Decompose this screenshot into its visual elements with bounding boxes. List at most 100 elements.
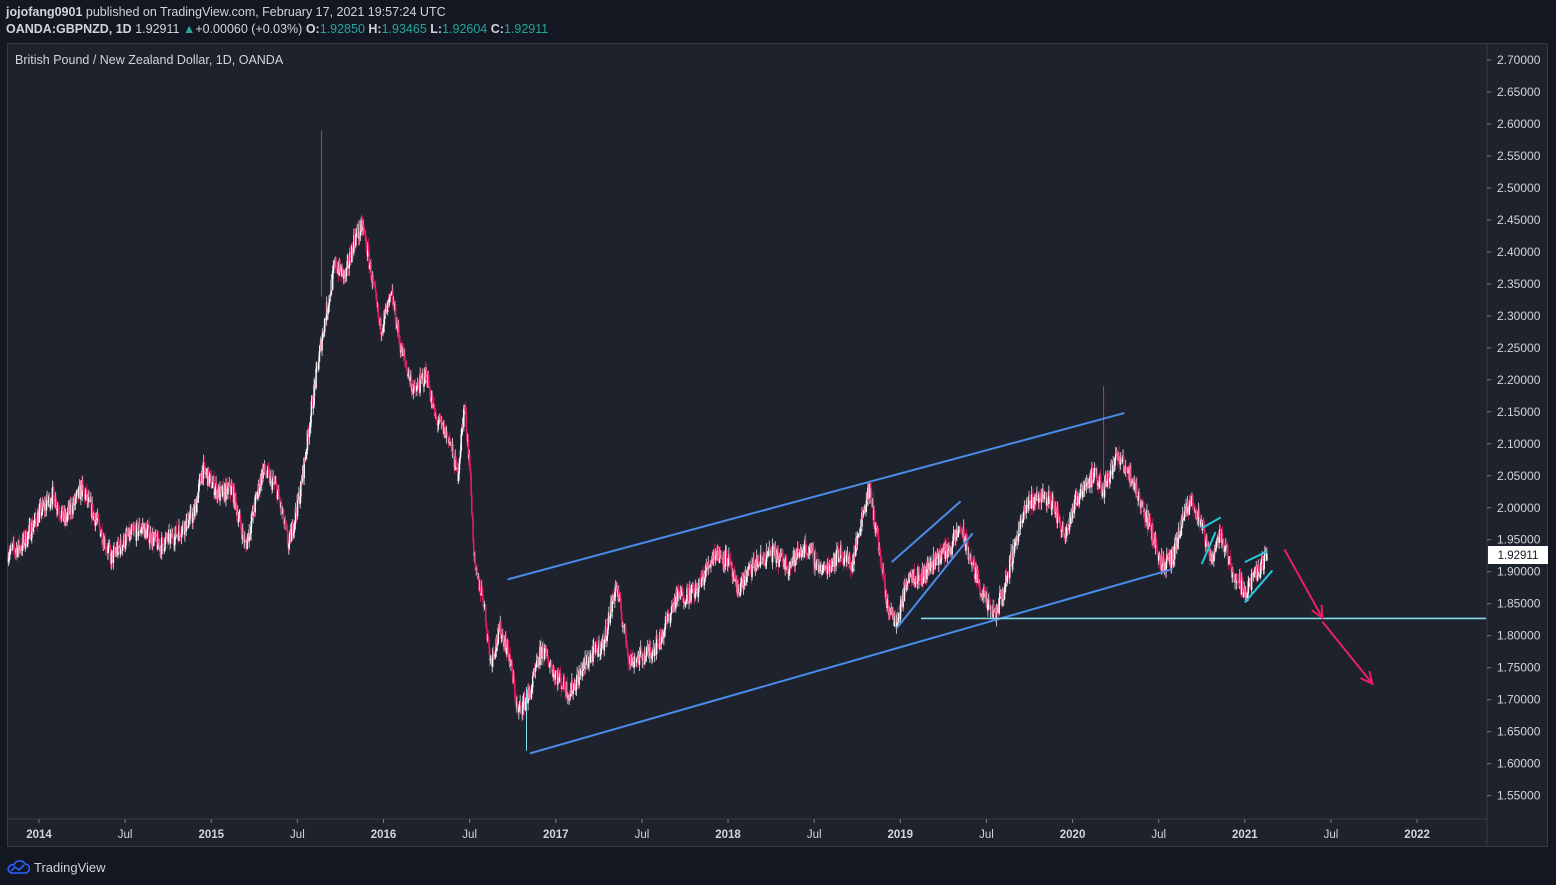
candle-body [649, 647, 652, 653]
candle-body [922, 577, 925, 583]
candle-body [918, 573, 921, 576]
candle-body [710, 563, 712, 568]
candle-body [235, 502, 238, 515]
candle-body [198, 479, 201, 485]
y-tick-label: 1.65000 [1497, 725, 1541, 739]
candle-body [688, 601, 690, 603]
candle-body [254, 495, 257, 498]
candle-body [1156, 545, 1158, 549]
candle-body [460, 434, 462, 451]
candle-body [370, 262, 372, 280]
wedge-2020-upper-line [1201, 516, 1222, 530]
candle-body [150, 531, 152, 545]
candle-body [286, 526, 288, 531]
candle-body [438, 415, 441, 423]
candle-body [423, 384, 425, 387]
candle-body [507, 640, 510, 652]
candle-body [635, 657, 638, 663]
candle-body [585, 662, 588, 665]
candle-body [1010, 551, 1013, 566]
up-triangle-icon: ▲ [182, 22, 196, 36]
tradingview-logo[interactable]: TradingView [6, 856, 106, 878]
candle-body [10, 545, 13, 548]
candle-body [900, 596, 902, 605]
candle-body [412, 388, 415, 394]
forecast-arrow-2 [1321, 620, 1374, 685]
candle-body [105, 549, 108, 551]
candle-body [687, 588, 690, 603]
candle-body [749, 564, 752, 572]
candle-body [311, 397, 314, 409]
candle-body [988, 598, 991, 601]
candle-body [321, 339, 323, 351]
candle-body [339, 260, 341, 271]
candle-body [266, 476, 268, 478]
candle-body [164, 537, 167, 540]
candle-body [974, 574, 977, 579]
candle-body [235, 493, 237, 503]
candle-body [915, 579, 918, 583]
candle-body [1011, 563, 1014, 566]
candle-body [1020, 518, 1023, 523]
candle-body [97, 518, 100, 522]
y-tick-label: 1.80000 [1497, 629, 1541, 643]
candle-body [1240, 578, 1243, 595]
candle-body [484, 605, 487, 622]
candle-body [1120, 456, 1123, 463]
candle-body [1006, 576, 1008, 582]
candle-body [11, 544, 14, 548]
candle-body [791, 561, 794, 564]
candle-body [482, 594, 484, 603]
candle-body [1021, 521, 1024, 523]
candle-body [555, 673, 558, 675]
candle-body [1149, 517, 1152, 523]
candle-body [1042, 488, 1045, 500]
candle-body [58, 508, 60, 514]
candle-body [213, 477, 215, 496]
candle-body [1017, 536, 1020, 542]
candle-body [331, 270, 334, 290]
candle-body [39, 505, 41, 511]
author-name[interactable]: jojofang0901 [6, 5, 83, 19]
candle-body [309, 416, 312, 428]
candle-body [1216, 538, 1218, 541]
y-tick-label: 2.30000 [1497, 309, 1541, 323]
candle-body [359, 224, 361, 236]
candle-body [843, 558, 845, 566]
candle-body [169, 534, 172, 544]
candle-body [408, 369, 411, 381]
candle-body [721, 557, 724, 561]
candle-body [1262, 555, 1264, 570]
candle-body [465, 411, 467, 414]
candle-body [40, 512, 43, 517]
candle-body [1098, 482, 1101, 487]
candle-body [24, 542, 27, 546]
candle-body [306, 430, 309, 451]
candle-body [934, 556, 937, 566]
y-tick-label: 2.20000 [1497, 373, 1541, 387]
candle-body [59, 516, 62, 519]
candle-body [542, 644, 545, 658]
current-price-label: 1.92911 [1498, 550, 1539, 562]
candle-body [1055, 505, 1057, 512]
candle-body [253, 506, 255, 512]
candle-body [494, 650, 497, 655]
candle-body [313, 384, 315, 406]
candle-body [141, 527, 143, 531]
candle-body [686, 587, 688, 602]
candle-body [35, 518, 38, 525]
candle-body [638, 650, 641, 665]
candle-body [315, 364, 318, 369]
candle-body [857, 535, 859, 537]
candle-body [952, 533, 955, 541]
candle-body [310, 401, 313, 417]
candle-body [837, 546, 839, 562]
candle-body [550, 663, 553, 666]
candle-body [548, 666, 551, 667]
candle-body [514, 697, 517, 700]
candle-body [545, 647, 548, 656]
candle-body [728, 554, 731, 559]
candle-body [631, 654, 633, 666]
candle-body [402, 348, 405, 355]
